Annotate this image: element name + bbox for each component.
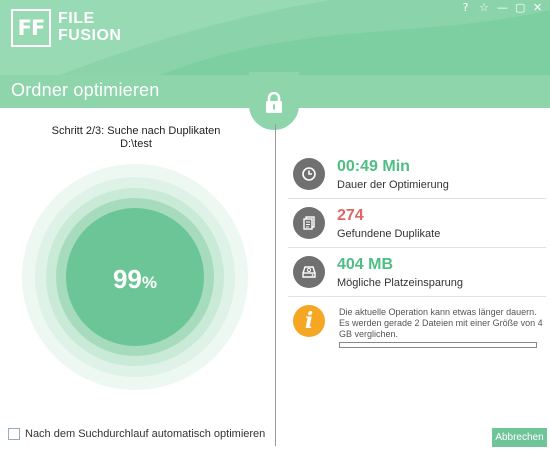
info-text: Die aktuelle Operation kann etwas länger… bbox=[339, 307, 543, 339]
operation-progress-bar bbox=[339, 342, 537, 348]
help-icon[interactable]: ? bbox=[462, 1, 469, 14]
stat-divider-1 bbox=[288, 198, 546, 199]
stat-savings-label: Mögliche Platzeinsparung bbox=[337, 277, 463, 289]
progress-percent-value: 99 bbox=[112, 264, 142, 294]
auto-optimize-checkbox[interactable] bbox=[8, 428, 20, 440]
maximize-icon[interactable]: ▢ bbox=[515, 1, 526, 14]
progress-percent: 99% bbox=[22, 264, 248, 295]
hard-drive-icon bbox=[293, 256, 325, 288]
auto-optimize-label: Nach dem Suchdurchlauf automatisch optim… bbox=[25, 428, 266, 440]
stat-savings-value: 404 MB bbox=[337, 256, 394, 273]
progress-percent-sign: % bbox=[141, 273, 158, 292]
progress-rings bbox=[22, 164, 248, 390]
duplicate-files-icon bbox=[293, 207, 325, 239]
stat-duplicates: 274 Gefundene Duplikate bbox=[293, 207, 440, 240]
minimize-icon[interactable]: — bbox=[497, 1, 508, 14]
stat-duplicates-value: 274 bbox=[337, 207, 364, 224]
stat-duration: 00:49 Min Dauer der Optimierung bbox=[293, 158, 449, 191]
lock-tab bbox=[249, 72, 299, 130]
scan-step-text: Schritt 2/3: Suche nach Duplikaten bbox=[51, 125, 221, 137]
header-background-wave bbox=[0, 0, 550, 75]
favorite-icon[interactable]: ☆ bbox=[479, 1, 489, 14]
stat-duration-label: Dauer der Optimierung bbox=[337, 179, 449, 191]
page-title: Ordner optimieren bbox=[11, 80, 160, 100]
stat-divider-3 bbox=[288, 296, 546, 297]
logo-wordmark: FILE FUSION bbox=[58, 10, 121, 44]
stat-divider-2 bbox=[288, 247, 546, 248]
scan-path-text: D:\test bbox=[120, 138, 152, 150]
clock-icon bbox=[293, 158, 325, 190]
info-icon: i bbox=[293, 305, 325, 337]
app-header: FF FILE FUSION ? ☆ — ▢ ✕ bbox=[0, 0, 550, 75]
stat-duration-value: 00:49 Min bbox=[337, 158, 410, 175]
logo-line-2: FUSION bbox=[58, 27, 122, 44]
auto-optimize-option[interactable]: Nach dem Suchdurchlauf automatisch optim… bbox=[8, 428, 265, 440]
cancel-button[interactable]: Abbrechen bbox=[492, 428, 547, 447]
logo-mark: FF bbox=[11, 9, 51, 47]
stat-duplicates-label: Gefundene Duplikate bbox=[337, 228, 441, 240]
window-controls: ? ☆ — ▢ ✕ bbox=[461, 1, 543, 14]
close-icon[interactable]: ✕ bbox=[533, 1, 543, 14]
lock-icon bbox=[266, 92, 282, 113]
logo-line-1: FILE bbox=[58, 10, 95, 27]
stat-savings: 404 MB Mögliche Platzeinsparung bbox=[293, 256, 463, 289]
vertical-divider bbox=[275, 124, 276, 446]
ring-core bbox=[66, 208, 204, 346]
